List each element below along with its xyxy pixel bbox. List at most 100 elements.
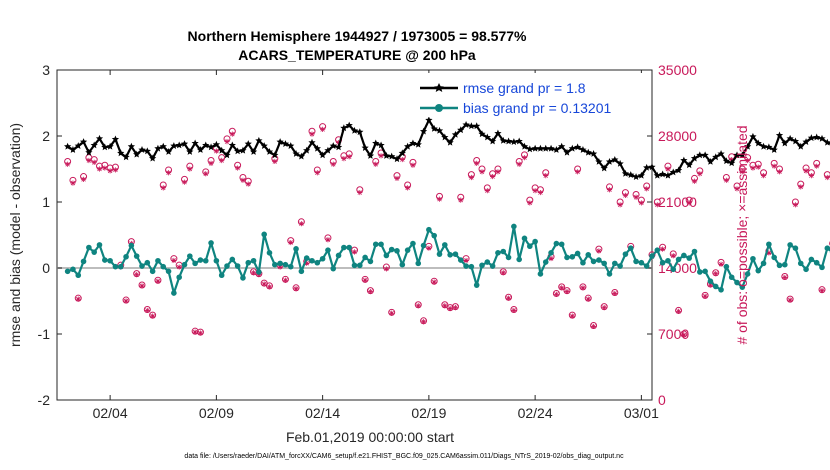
bias-point <box>96 242 103 248</box>
rmse-point <box>589 150 598 157</box>
rmse-point <box>281 140 290 147</box>
obs-assimilated-marker <box>484 188 490 194</box>
bias-point <box>771 254 777 261</box>
rmse-point <box>117 149 125 157</box>
bias-point <box>70 266 76 273</box>
bias-point <box>691 248 698 255</box>
bias-point <box>813 259 820 266</box>
bias-point <box>117 263 124 270</box>
bias-point <box>734 279 740 286</box>
rmse-point <box>536 144 545 152</box>
bias-point <box>287 263 294 270</box>
obs-assimilated-marker <box>548 255 554 262</box>
obs-assimilated-marker <box>575 169 581 175</box>
bias-point <box>457 257 464 263</box>
obs-assimilated-marker <box>596 248 602 254</box>
bias-point <box>341 244 347 251</box>
rmse-point <box>101 143 109 151</box>
obs-assimilated-marker <box>532 188 538 194</box>
rmse-point <box>542 144 550 152</box>
rmse-point <box>340 124 348 132</box>
rmse-point <box>552 146 560 153</box>
bias-point <box>80 258 87 265</box>
rmse-point <box>605 157 614 165</box>
bias-point <box>335 252 342 259</box>
obs-assimilated-marker <box>723 177 729 183</box>
rmse-point <box>637 171 645 179</box>
rmse-point <box>701 151 709 159</box>
obs-assimilated-marker <box>330 161 336 167</box>
obs-assimilated-marker <box>410 162 416 168</box>
rmse-point <box>462 120 470 128</box>
obs-assimilated-marker <box>787 297 793 303</box>
bias-point <box>728 274 735 281</box>
obs-assimilated-marker <box>139 283 145 289</box>
obs-assimilated-marker <box>808 173 814 179</box>
bias-point <box>388 246 395 253</box>
obs-assimilated-marker <box>420 319 427 325</box>
bias-point <box>718 286 724 293</box>
obs-assimilated-marker <box>580 285 586 291</box>
bias-point <box>622 251 629 257</box>
rmse-point <box>659 170 667 178</box>
bias-point <box>681 252 687 259</box>
bias-point <box>590 258 597 265</box>
obs-assimilated-marker <box>160 185 166 191</box>
bias-point <box>218 272 225 279</box>
obs-assimilated-marker <box>527 200 533 206</box>
rmse-point <box>196 146 205 153</box>
bias-point <box>675 256 682 263</box>
x-tick-label: 02/09 <box>199 405 234 421</box>
obs-assimilated-marker <box>70 180 76 186</box>
obs-assimilated-marker <box>362 277 368 283</box>
obs-assimilated-marker <box>102 165 108 171</box>
rmse-point <box>308 138 316 146</box>
rmse-point <box>643 163 651 171</box>
bias-point <box>192 260 198 267</box>
obs-assimilated-marker <box>569 313 575 319</box>
rmse-point <box>770 146 778 153</box>
obs-assimilated-marker <box>240 177 246 183</box>
bias-point <box>707 278 714 285</box>
obs-assimilated-marker <box>213 148 219 154</box>
obs-assimilated-marker <box>612 290 618 297</box>
bias-point <box>282 261 289 268</box>
obs-assimilated-marker <box>665 166 671 172</box>
rmse-point <box>218 146 226 154</box>
bias-point <box>261 231 267 238</box>
obs-assimilated-marker <box>304 260 310 266</box>
rmse-point <box>324 146 332 154</box>
bias-point <box>537 271 544 277</box>
obs-assimilated-marker <box>277 264 283 270</box>
legend-bias-label: bias grand pr = 0.13201 <box>463 100 611 116</box>
bias-point <box>399 261 406 268</box>
rmse-point <box>813 133 821 141</box>
obs-assimilated-marker <box>739 169 745 175</box>
bias-point <box>824 245 830 251</box>
obs-assimilated-marker <box>734 186 740 192</box>
rmse-point <box>127 142 135 150</box>
rmse-point <box>377 141 385 149</box>
rmse-point <box>90 141 98 149</box>
obs-assimilated-marker <box>75 296 81 302</box>
obs-assimilated-marker <box>564 288 570 295</box>
y-tick-label: 1 <box>42 194 50 210</box>
bias-point <box>229 256 236 263</box>
rmse-point <box>473 122 481 130</box>
x-tick-label: 02/14 <box>305 405 340 421</box>
y2-tick-label: 7000 <box>658 326 689 342</box>
bias-point <box>755 267 762 274</box>
rmse-point <box>313 144 321 152</box>
obs-assimilated-marker <box>745 157 751 164</box>
rmse-point <box>696 151 704 159</box>
bias-point <box>670 266 677 273</box>
obs-assimilated-marker <box>553 291 559 297</box>
obs-assimilated-marker <box>495 169 501 175</box>
bias-point <box>574 250 581 257</box>
rmse-point <box>409 139 417 147</box>
obs-assimilated-marker <box>474 160 480 166</box>
obs-assimilated-marker <box>521 155 528 161</box>
bias-point <box>346 244 352 251</box>
rmse-point <box>738 151 746 159</box>
obs-assimilated-marker <box>691 178 698 184</box>
